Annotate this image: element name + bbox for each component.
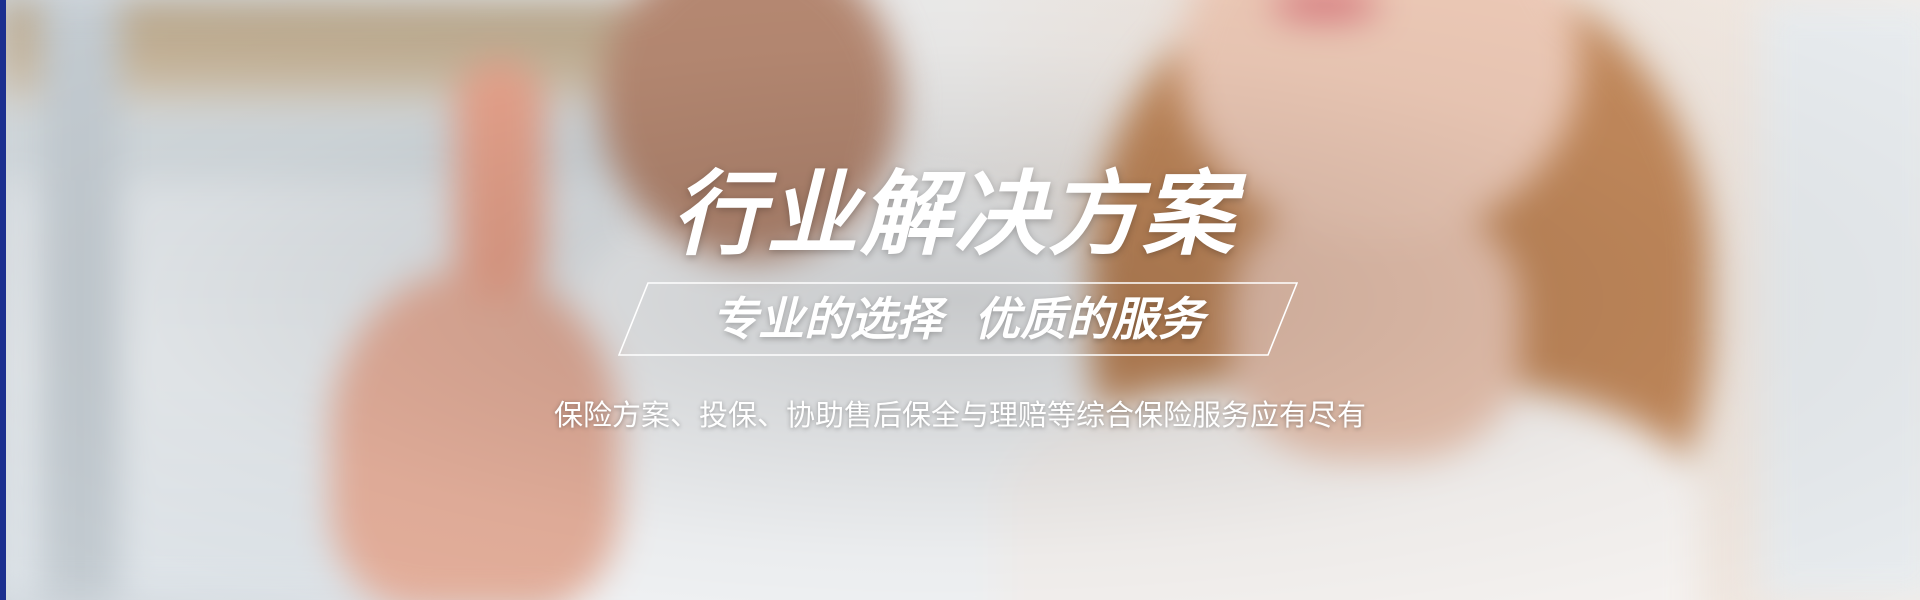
thumb bbox=[455, 60, 545, 300]
left-edge-accent bbox=[0, 0, 6, 600]
banner-title: 行业解决方案 bbox=[671, 161, 1236, 268]
tagline-box: 专业的选择 优质的服务 bbox=[618, 282, 1298, 356]
thumbs-up-hand bbox=[330, 270, 620, 600]
window-background bbox=[1760, 0, 1920, 600]
doctor-face bbox=[600, 0, 900, 260]
banner-subtitle: 保险方案、投保、协助售后保全与理赔等综合保险服务应有尽有 bbox=[553, 398, 1366, 432]
woman-lips bbox=[1270, 0, 1380, 20]
banner-tagline: 专业的选择 优质的服务 bbox=[711, 292, 1205, 346]
shelf-post bbox=[40, 0, 120, 600]
tagline-parallelogram-frame bbox=[618, 282, 1298, 356]
